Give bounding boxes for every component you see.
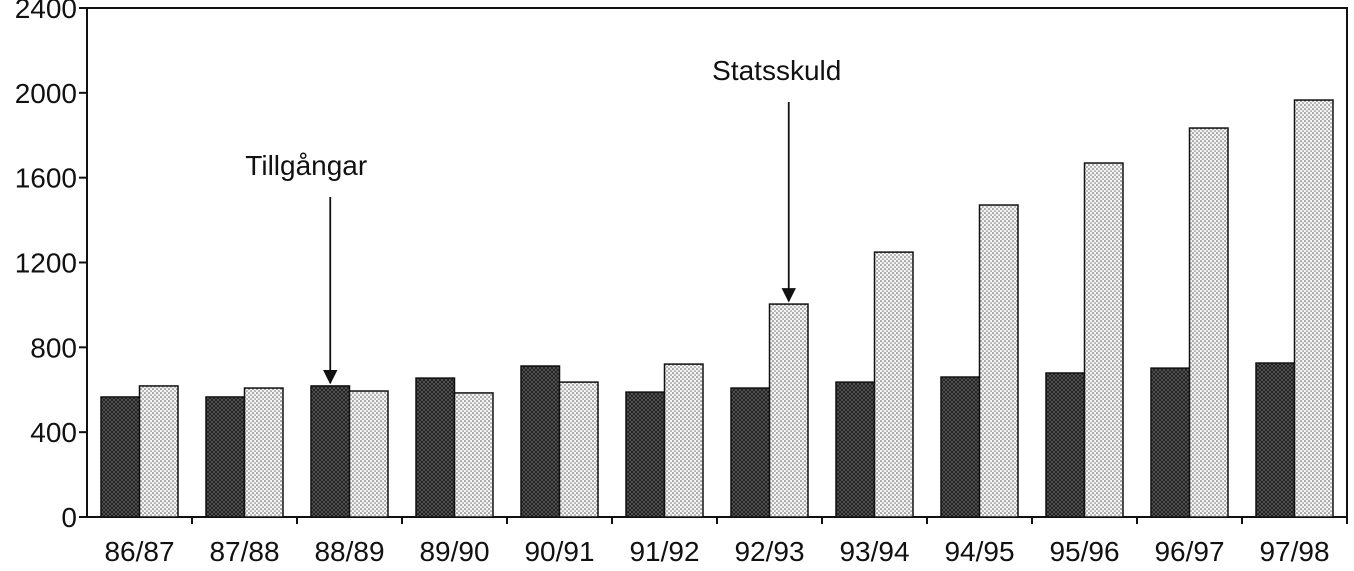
bar-tillgangar	[1150, 367, 1191, 518]
axes	[79, 7, 1348, 524]
bar-tillgangar	[100, 396, 141, 518]
x-tick-label: 97/98	[1259, 536, 1329, 566]
bar-statsskuld	[663, 363, 704, 518]
bar-tillgangar	[415, 377, 456, 518]
bar-statsskuld	[453, 392, 494, 518]
annotation-label: Tillgångar	[245, 150, 367, 181]
bar-statsskuld	[873, 251, 914, 518]
x-tick-label: 95/96	[1049, 536, 1119, 566]
x-tick-label: 92/93	[734, 536, 804, 566]
y-tick-label: 400	[30, 417, 77, 448]
bar-tillgangar	[940, 376, 981, 518]
x-tick-label: 89/90	[419, 536, 489, 566]
y-tick-label: 2400	[15, 0, 77, 24]
bar-tillgangar	[1255, 362, 1296, 518]
x-tick-label: 96/97	[1154, 536, 1224, 566]
x-tick-label: 94/95	[944, 536, 1014, 566]
bar-statsskuld	[1293, 99, 1334, 518]
bar-statsskuld	[138, 385, 179, 518]
bar-tillgangar	[520, 365, 561, 518]
bar-statsskuld	[1188, 127, 1229, 518]
y-tick-label: 1200	[15, 248, 77, 279]
annotations: Tillgångar Statsskuld	[245, 55, 841, 385]
bar-statsskuld	[348, 390, 389, 518]
bar-statsskuld	[978, 204, 1019, 518]
x-tick-label: 86/87	[104, 536, 174, 566]
x-tick-label: 87/88	[209, 536, 279, 566]
bar-tillgangar	[205, 396, 246, 518]
bar-tillgangar	[730, 387, 771, 518]
bars	[100, 99, 1334, 518]
x-tick-label: 90/91	[524, 536, 594, 566]
bar-tillgangar	[625, 391, 666, 518]
x-tick-label: 88/89	[314, 536, 384, 566]
bar-tillgangar	[1045, 372, 1086, 518]
annotation-label: Statsskuld	[712, 55, 841, 86]
bar-statsskuld	[558, 381, 599, 518]
bar-tillgangar	[310, 385, 351, 518]
y-tick-label: 1600	[15, 163, 77, 194]
y-tick-label: 800	[30, 332, 77, 363]
bar-tillgangar	[835, 381, 876, 518]
x-tick-label: 93/94	[839, 536, 909, 566]
y-tick-label: 2000	[15, 78, 77, 109]
bar-statsskuld	[768, 303, 809, 518]
bar-statsskuld	[1083, 162, 1124, 518]
x-tick-label: 91/92	[629, 536, 699, 566]
y-tick-label: 0	[61, 502, 77, 533]
tick-labels: 0 400 800 1200 1600 2000 2400 86/87 87/88 88/89 89…	[15, 0, 1330, 567]
bar-statsskuld	[243, 387, 284, 518]
